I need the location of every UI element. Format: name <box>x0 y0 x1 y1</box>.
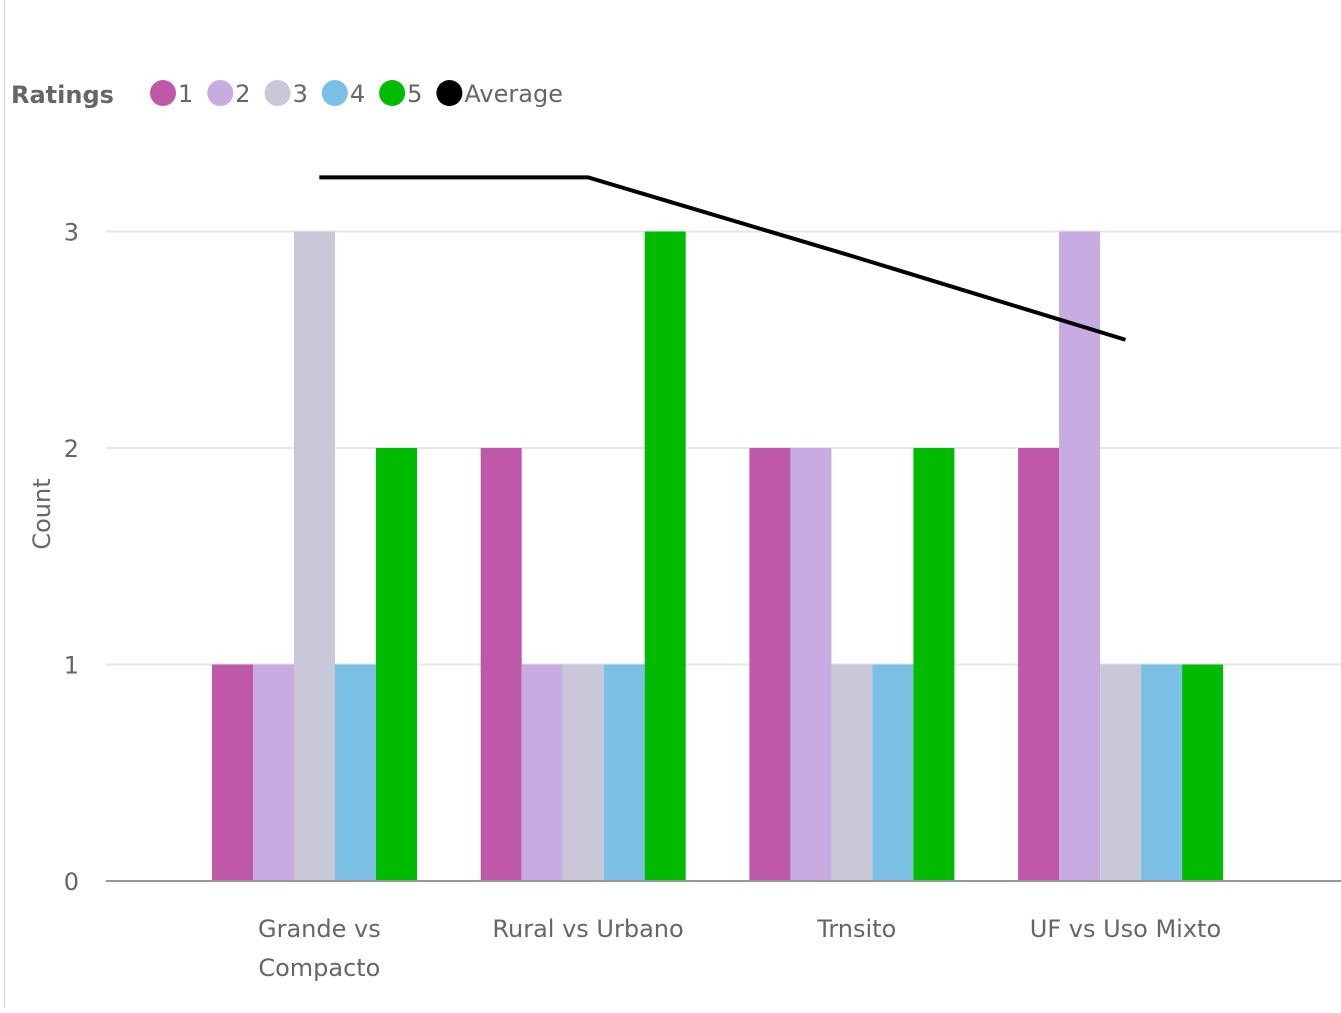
average-line-group <box>319 175 1127 342</box>
bar-1-2 <box>749 448 791 881</box>
bar-4-3 <box>1141 664 1183 881</box>
legend-item-1: 1 <box>150 80 193 108</box>
bars <box>212 231 1224 881</box>
bar-5-0 <box>376 448 417 881</box>
bar-5-2 <box>913 448 955 881</box>
legend-label: 5 <box>407 80 422 108</box>
legend-label: 2 <box>235 80 250 108</box>
bar-5-3 <box>1182 664 1224 881</box>
bar-3-3 <box>1100 664 1142 881</box>
bar-1-0 <box>212 664 253 881</box>
y-axis-ticks: 0 1 2 3 <box>64 219 79 897</box>
x-tick-label: UF vs Uso Mixto <box>1030 915 1221 943</box>
y-tick-label: 0 <box>64 868 79 896</box>
x-tick-label: Grande vs Compacto <box>258 915 381 982</box>
bar-5-1 <box>644 231 686 881</box>
bar-2-2 <box>790 448 832 881</box>
bar-3-1 <box>562 664 604 881</box>
legend-item-2: 2 <box>207 80 251 108</box>
legend-swatch <box>207 80 234 106</box>
legend-item-5: 5 <box>379 80 422 108</box>
bar-3-2 <box>831 664 873 881</box>
legend: Ratings 1 2 3 4 5 Average <box>11 80 563 109</box>
legend-swatch <box>150 80 176 106</box>
y-tick-label: 2 <box>64 435 79 463</box>
bar-4-0 <box>335 664 376 881</box>
legend-label: 3 <box>293 80 308 108</box>
x-tick-label: Rural vs Urbano <box>492 915 683 943</box>
bar-2-1 <box>521 664 563 881</box>
bar-3-0 <box>294 231 335 881</box>
legend-items: 1 2 3 4 5 Average <box>150 80 563 108</box>
legend-swatch <box>264 80 291 106</box>
legend-item-4: 4 <box>321 80 365 108</box>
legend-item-average: Average <box>436 80 563 108</box>
bar-1-1 <box>480 448 522 881</box>
bar-4-2 <box>872 664 914 881</box>
legend-swatch <box>379 80 406 106</box>
gridlines <box>106 230 1341 666</box>
bar-2-3 <box>1059 231 1101 881</box>
legend-swatch <box>321 80 348 106</box>
x-axis-labels: Grande vs Compacto Rural vs Urbano Trnsito U… <box>258 915 1221 982</box>
average-line <box>319 175 1127 342</box>
legend-swatch <box>436 80 463 106</box>
bar-4-1 <box>603 664 645 881</box>
bar-2-0 <box>253 664 294 881</box>
legend-label: 4 <box>350 80 365 108</box>
legend-title: Ratings <box>11 81 114 109</box>
legend-label: 1 <box>178 80 193 108</box>
y-axis-label: Count <box>28 478 56 549</box>
x-tick-label: Trnsito <box>816 915 896 943</box>
legend-label: Average <box>464 80 563 108</box>
bar-1-3 <box>1018 448 1060 881</box>
legend-item-3: 3 <box>264 80 308 108</box>
y-tick-label: 1 <box>64 652 79 680</box>
y-tick-label: 3 <box>64 219 79 247</box>
